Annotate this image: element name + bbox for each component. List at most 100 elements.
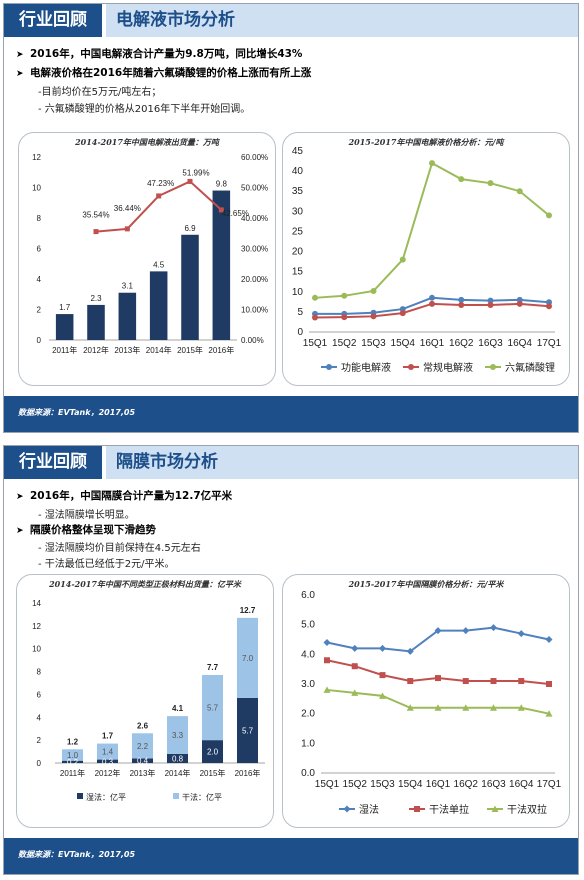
- line-value-label: 47.23%: [147, 179, 174, 188]
- x-tick-label: 16Q4: [509, 779, 534, 790]
- bar-segment-wet: [132, 758, 153, 763]
- bar-segment-wet: [237, 697, 258, 763]
- legend-label: 湿法：亿平: [86, 792, 126, 802]
- y2-tick-label: 30.00%: [241, 245, 268, 254]
- bar-value-label: 2.3: [90, 294, 102, 303]
- legend-label: 常规电解液: [423, 361, 473, 374]
- data-point-marker: [518, 678, 525, 685]
- x-tick-label: 16Q1: [420, 338, 445, 349]
- x-tick-label: 15Q4: [398, 779, 423, 790]
- data-point-marker: [312, 314, 318, 321]
- bar: [181, 234, 199, 340]
- legend-swatch: [173, 793, 179, 799]
- bullet-item: ➤ 2016年，中国电解液合计产量为9.8万吨，同比增长43%: [16, 46, 302, 61]
- legend-label: 干法单拉: [429, 803, 469, 816]
- section-label: 行业回顾: [4, 4, 102, 37]
- y-tick-label: 30: [292, 206, 304, 217]
- series-line: [314, 161, 550, 299]
- data-point-marker: [406, 647, 414, 655]
- data-point-marker: [491, 805, 499, 812]
- x-tick-label: 2015年: [177, 345, 203, 355]
- bar-segment-wet: [62, 760, 83, 763]
- chart-panel-separator-output: 2014-2017年中国不同类型正极材料出货量：亿平米 0 2 4 6 8 10 12 14 0…: [16, 574, 274, 828]
- line-value-label: 51.99%: [182, 168, 209, 177]
- sub-bullet: - 湿法隔膜增长明显。: [38, 510, 135, 521]
- bullet-item: ➤ 电解液价格在2016年随着六氟磷酸锂的价格上涨而有所上涨: [16, 65, 311, 80]
- x-tick-label: 16Q3: [478, 338, 503, 349]
- segment-value-label: 0.3: [102, 757, 114, 766]
- total-value-label: 12.7: [240, 606, 256, 615]
- chart-panel-separator-price: 2015-2017年中国隔膜价格分析：元/平米 0.0 1.0 2.0 3.0 4.0 5…: [282, 574, 570, 828]
- data-point-marker: [517, 704, 525, 711]
- y2-tick-label: 40.00%: [241, 214, 268, 223]
- bar-value-label: 9.8: [216, 180, 228, 189]
- chart-title: 2015-2017年中国隔膜价格分析：元/平米: [348, 579, 504, 589]
- x-tick-label: 15Q4: [391, 338, 416, 349]
- bar: [55, 314, 74, 340]
- x-tick-label: 15Q1: [315, 779, 340, 790]
- y-tick-label: 2: [37, 306, 42, 315]
- title-bar: [106, 4, 578, 37]
- segment-value-label: 0.8: [172, 754, 184, 763]
- bar-value-label: 3.1: [122, 282, 134, 291]
- data-point-marker: [379, 672, 386, 679]
- data-point-marker: [312, 294, 318, 301]
- y-tick-label: 35: [292, 186, 304, 197]
- y2-tick-label: 10.00%: [241, 306, 268, 315]
- segment-value-label: 7.0: [242, 654, 254, 663]
- y-tick-label: 0.0: [301, 768, 315, 779]
- x-tick-label: 16Q2: [449, 338, 474, 349]
- segment-value-label: 0.2: [67, 758, 79, 767]
- data-point-marker: [323, 686, 331, 693]
- legend-label: 干法：亿平: [182, 792, 222, 802]
- x-tick-label: 17Q1: [537, 338, 562, 349]
- y-tick-label: 20: [292, 247, 304, 258]
- y-tick-label: 12: [32, 153, 41, 162]
- x-tick-label: 16Q2: [454, 779, 479, 790]
- x-tick-label: 2012年: [95, 768, 121, 778]
- legend-label: 湿法: [359, 803, 379, 816]
- bullet-text: 电解液价格在2016年随着六氟磷酸锂的价格上涨而有所上涨: [30, 67, 312, 79]
- data-point-marker: [546, 212, 552, 219]
- data-point-marker: [490, 364, 496, 370]
- x-tick-label: 2015年: [200, 768, 226, 778]
- bar-segment-dry: [167, 716, 188, 754]
- total-value-label: 7.7: [207, 663, 219, 672]
- chart-electrolyte-price: 0 5 10 15 20 25 30 35 40 45 15Q1 15Q2 15Q3 15Q4 16Q1 16…: [292, 146, 562, 374]
- line-value-label: 36.44%: [114, 204, 141, 213]
- x-tick-label: 17Q1: [537, 779, 562, 790]
- bar-segment-wet: [167, 753, 188, 763]
- line-value-label: 35.54%: [82, 211, 109, 220]
- data-point-marker: [408, 364, 414, 370]
- bullet-item: ➤ 2016年，中国隔膜合计产量为12.7亿平米: [16, 488, 232, 503]
- data-point-marker: [462, 627, 470, 635]
- y-tick-label: 6: [37, 245, 42, 254]
- chart-title: 2014-2017年中国不同类型正极材料出货量：亿平米: [49, 579, 241, 589]
- legend-label: 干法双拉: [507, 803, 547, 816]
- bar-value-label: 6.9: [184, 224, 196, 233]
- data-point-marker: [487, 302, 494, 309]
- slide-electrolyte: 行业回顾 电解液市场分析 ➤ 2016年，中国电解液合计产量为9.8万吨，同比增长…: [3, 3, 579, 433]
- y-tick-label: 2.0: [301, 709, 315, 720]
- x-tick-label: 15Q1: [303, 338, 328, 349]
- y2-tick-label: 60.00%: [241, 153, 268, 162]
- arrow-bullet-icon: ➤: [16, 526, 24, 536]
- arrow-bullet-icon: ➤: [16, 492, 24, 502]
- sub-bullet: - 干法最低已经低于2元/平米。: [38, 559, 175, 570]
- sub-bullet: - 六氟磷酸锂的价格从2016年下半年开始回调。: [38, 104, 251, 115]
- bullet-item: ➤ 隔膜价格整体呈现下滑趋势: [16, 522, 156, 537]
- y-tick-label: 8: [37, 214, 42, 223]
- y-tick-label: 8: [37, 668, 42, 677]
- data-point-marker: [490, 678, 497, 685]
- data-point-marker: [341, 292, 348, 299]
- bar-segment-wet: [97, 759, 118, 763]
- x-tick-label: 16Q1: [426, 779, 451, 790]
- title-bar: [106, 446, 578, 479]
- x-tick-label: 2012年: [83, 345, 109, 355]
- source-note: 数据来源：EVTank，2017,05: [18, 408, 136, 417]
- bar-segment-dry: [132, 733, 153, 759]
- bar: [87, 304, 105, 340]
- data-point-marker: [435, 675, 441, 682]
- y-tick-label: 10: [292, 287, 304, 298]
